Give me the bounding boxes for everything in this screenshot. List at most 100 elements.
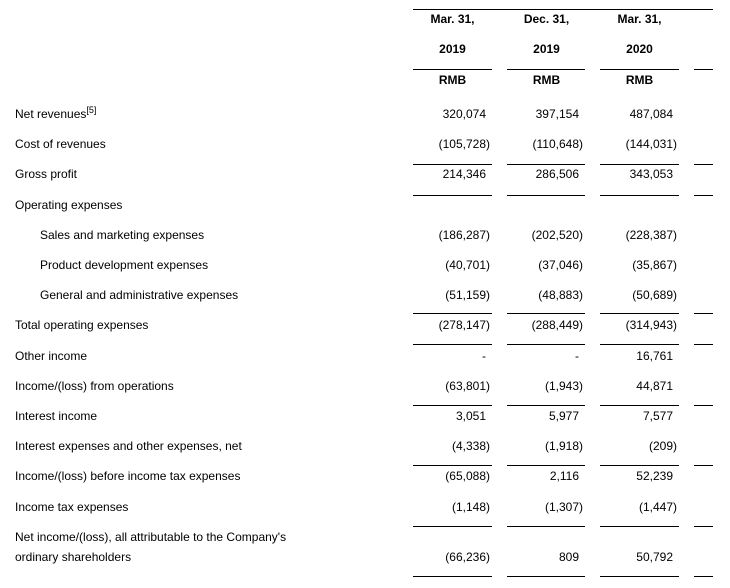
- cell-value: (1,447): [638, 499, 677, 514]
- row-label-text: General and administrative expenses: [40, 288, 239, 303]
- table-rule: [507, 344, 585, 345]
- cell-value: (4,338): [451, 439, 490, 454]
- table-rule: [600, 344, 679, 345]
- row-label-text: Product development expenses: [40, 258, 209, 272]
- table-rule: [413, 576, 492, 577]
- row-label-text: Interest expenses and other expenses, ne…: [15, 439, 242, 454]
- table-rule: [694, 313, 713, 314]
- footnote-reference: [5]: [86, 105, 97, 115]
- column-header-month: Mar. 31,: [430, 12, 475, 26]
- row-label: Interest income: [15, 409, 97, 423]
- row-label-text: Gross profit: [15, 167, 78, 182]
- row-label-text: Cost of revenues: [15, 137, 106, 152]
- table-rule: [600, 313, 679, 314]
- row-label: Operating expenses: [15, 198, 122, 212]
- row-label: Total operating expenses: [15, 318, 148, 332]
- column-header-year: 2020: [626, 42, 653, 56]
- cell-value: 286,506: [535, 167, 579, 182]
- cell-value: (288,449): [531, 318, 583, 333]
- cell-value: (209): [648, 439, 677, 454]
- table-rule: [600, 405, 679, 406]
- column-header-year: 2019: [439, 42, 466, 56]
- cell-value: 44,871: [636, 378, 673, 393]
- table-rule: [694, 164, 713, 165]
- table-rule: [694, 195, 713, 196]
- cell-value: (186,287): [438, 227, 490, 242]
- column-header-month: Mar. 31,: [617, 12, 662, 26]
- cell-value: 52,239: [636, 469, 673, 484]
- table-rule: [413, 405, 492, 406]
- table-rule: [694, 69, 713, 70]
- cell-value: (1,918): [544, 439, 583, 454]
- row-label-text: Total operating expenses: [15, 318, 149, 333]
- table-rule: [413, 526, 492, 527]
- cell-value: 16,761: [636, 348, 673, 363]
- row-label-text: Income tax expenses: [15, 499, 129, 514]
- cell-value: (278,147): [438, 318, 490, 333]
- cell-value: (51,159): [445, 288, 490, 303]
- table-rule: [507, 465, 585, 466]
- table-rule: [507, 69, 585, 70]
- cell-value: (65,088): [445, 469, 490, 484]
- cell-value: (37,046): [538, 258, 583, 272]
- table-rule: [413, 69, 492, 70]
- table-rule: [413, 195, 492, 196]
- table-rule: [694, 344, 713, 345]
- row-label: Net revenues[5]: [15, 105, 97, 121]
- cell-value: (105,728): [438, 137, 490, 152]
- table-rule: [600, 526, 679, 527]
- cell-value: 214,346: [442, 167, 486, 182]
- cell-value: (110,648): [532, 137, 583, 152]
- cell-value: (1,943): [544, 378, 583, 393]
- row-label: Product development expenses: [40, 258, 208, 272]
- cell-value: -: [575, 348, 579, 363]
- table-rule: [507, 405, 585, 406]
- cell-value: (314,943): [625, 318, 677, 333]
- cell-value: (1,148): [451, 499, 490, 514]
- row-label-text: Other income: [15, 348, 88, 363]
- row-label-text: Net revenues: [15, 107, 87, 121]
- row-label: Sales and marketing expenses: [40, 228, 204, 242]
- row-label: General and administrative expenses: [40, 288, 238, 302]
- table-rule: [600, 576, 679, 577]
- table-rule: [600, 465, 679, 466]
- row-label: Income/(loss) from operations: [15, 379, 174, 393]
- table-rule: [694, 526, 713, 527]
- cell-value: (228,387): [625, 227, 677, 242]
- table-rule: [507, 526, 585, 527]
- row-label-continued: ordinary shareholders: [15, 549, 132, 564]
- row-label: Income/(loss) before income tax expenses: [15, 469, 240, 483]
- cell-value: (1,307): [544, 499, 583, 514]
- cell-value: 343,053: [629, 167, 673, 182]
- table-rule: [600, 69, 679, 70]
- cell-value: (40,701): [445, 258, 490, 272]
- table-rule: [507, 164, 585, 165]
- cell-value: 320,074: [442, 107, 486, 121]
- row-label: Income tax expenses: [15, 500, 128, 514]
- row-label-text: Income/(loss) before income tax expenses: [15, 469, 241, 484]
- row-label: Cost of revenues: [15, 137, 106, 151]
- row-label-text: Sales and marketing expenses: [40, 227, 205, 242]
- row-label: Other income: [15, 349, 87, 363]
- cell-value: (63,801): [445, 378, 490, 393]
- cell-value: (66,236): [445, 549, 490, 564]
- row-label-text: Interest income: [15, 409, 98, 423]
- table-rule: [507, 576, 585, 577]
- table-rule: [413, 344, 492, 345]
- table-rule: [413, 164, 492, 165]
- table-rule: [413, 9, 713, 10]
- cell-value: 809: [558, 549, 579, 564]
- row-label: Interest expenses and other expenses, ne…: [15, 439, 242, 453]
- row-label-text: Income/(loss) from operations: [15, 378, 174, 393]
- cell-value: (35,867): [632, 258, 677, 272]
- cell-value: (50,689): [632, 288, 677, 303]
- table-rule: [694, 405, 713, 406]
- cell-value: 50,792: [636, 549, 673, 564]
- table-rule: [600, 195, 679, 196]
- column-header-month: Dec. 31,: [523, 12, 570, 26]
- cell-value: 3,051: [455, 409, 486, 423]
- cell-value: 7,577: [642, 409, 673, 423]
- column-header-unit: RMB: [438, 73, 467, 87]
- table-rule: [413, 465, 492, 466]
- column-header-year: 2019: [533, 42, 560, 56]
